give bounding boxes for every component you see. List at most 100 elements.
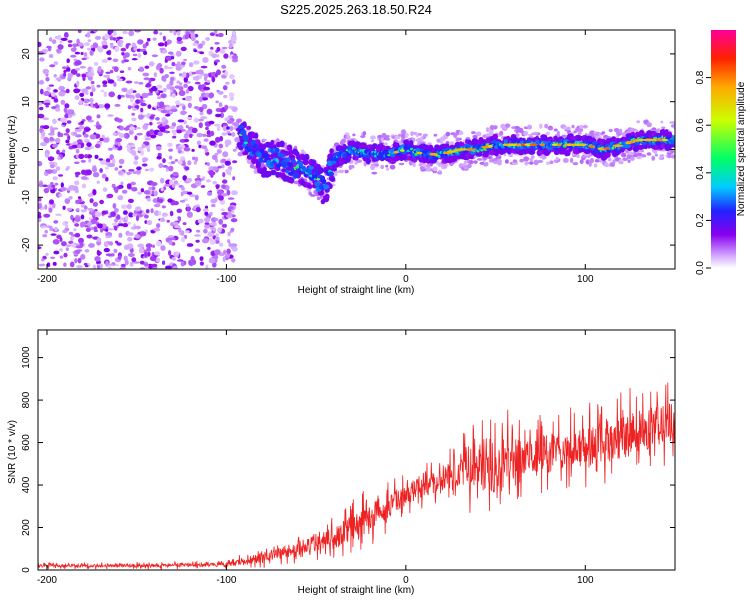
noise-blob — [220, 193, 228, 197]
noise-blob — [138, 247, 144, 254]
signal-halo — [316, 196, 321, 201]
noise-blob — [131, 187, 138, 192]
signal-halo — [346, 134, 351, 140]
noise-blob — [108, 162, 116, 168]
signal-peak — [466, 148, 476, 151]
noise-blob — [196, 132, 203, 138]
noise-blob — [42, 117, 50, 121]
noise-blob — [152, 244, 155, 248]
signal-halo — [234, 136, 241, 143]
noise-blob — [114, 103, 121, 107]
noise-blob — [182, 105, 186, 111]
noise-blob — [99, 159, 107, 165]
signal-halo — [634, 129, 639, 133]
noise-blob — [61, 122, 67, 125]
signal-core — [295, 165, 300, 169]
noise-blob — [90, 101, 94, 108]
noise-blob — [122, 223, 129, 228]
noise-blob — [157, 107, 162, 112]
noise-blob — [166, 219, 170, 223]
noise-blob — [130, 261, 134, 264]
noise-blob — [209, 130, 215, 137]
signal-halo — [512, 159, 518, 163]
y-tick-label: -20 — [21, 237, 32, 252]
noise-blob — [177, 149, 182, 154]
noise-blob — [65, 247, 69, 252]
signal-halo — [576, 154, 580, 159]
noise-blob — [113, 30, 117, 37]
noise-blob — [64, 198, 71, 205]
noise-blob — [65, 168, 69, 171]
y-tick-label: 20 — [21, 48, 32, 60]
signal-halo — [571, 124, 575, 129]
noise-blob — [116, 118, 123, 123]
signal-core — [273, 157, 277, 161]
noise-blob — [159, 32, 163, 36]
noise-blob — [92, 189, 97, 196]
signal-halo — [589, 130, 596, 135]
noise-blob — [105, 166, 109, 170]
noise-blob — [89, 134, 97, 140]
noise-blob — [135, 99, 141, 104]
signal-peak — [557, 143, 562, 146]
noise-blob — [118, 158, 125, 165]
noise-blob — [79, 66, 87, 69]
noise-blob — [186, 243, 194, 247]
noise-blob — [169, 210, 174, 217]
noise-blob — [59, 41, 63, 44]
noise-blob — [161, 212, 168, 217]
noise-blob — [133, 160, 139, 166]
noise-blob — [40, 131, 46, 137]
noise-blob — [107, 114, 114, 117]
noise-blob — [176, 80, 181, 84]
noise-blob — [211, 76, 216, 83]
noise-blob — [180, 46, 187, 52]
noise-blob — [130, 181, 137, 186]
noise-blob — [47, 132, 55, 136]
noise-blob — [212, 166, 218, 171]
signal-halo — [547, 127, 554, 130]
noise-blob — [65, 88, 70, 94]
noise-blob — [125, 43, 129, 49]
noise-blob — [185, 230, 190, 234]
noise-blob — [131, 117, 137, 122]
noise-blob — [127, 105, 132, 110]
noise-blob — [153, 251, 161, 256]
signal-halo — [380, 137, 384, 142]
noise-blob — [57, 156, 61, 161]
signal-band — [304, 153, 310, 161]
noise-blob — [176, 129, 182, 134]
signal-halo — [553, 128, 558, 132]
noise-blob — [46, 169, 53, 174]
noise-blob — [183, 120, 187, 125]
noise-blob — [51, 39, 57, 45]
noise-blob — [230, 243, 238, 247]
colorbar-tick-label: 0.8 — [695, 70, 706, 84]
y-tick-label: 0 — [21, 146, 32, 152]
noise-blob — [231, 246, 238, 252]
noise-blob — [96, 180, 101, 184]
noise-blob — [131, 58, 138, 61]
noise-blob — [53, 220, 59, 224]
signal-core — [238, 124, 244, 130]
noise-blob — [108, 241, 114, 246]
signal-peak — [447, 150, 457, 153]
noise-blob — [145, 209, 150, 214]
signal-band — [242, 121, 247, 128]
noise-blob — [70, 214, 74, 221]
noise-blob — [38, 113, 45, 119]
noise-blob — [185, 130, 192, 135]
noise-blob — [195, 156, 199, 162]
noise-blob — [107, 57, 112, 61]
noise-blob — [118, 232, 123, 238]
noise-blob — [164, 41, 168, 47]
signal-halo — [458, 130, 464, 136]
noise-blob — [176, 31, 181, 36]
noise-blob — [216, 54, 220, 58]
noise-blob — [150, 263, 158, 268]
noise-blob — [89, 50, 94, 56]
noise-blob — [114, 46, 120, 53]
noise-blob — [44, 229, 48, 234]
noise-blob — [76, 80, 80, 87]
